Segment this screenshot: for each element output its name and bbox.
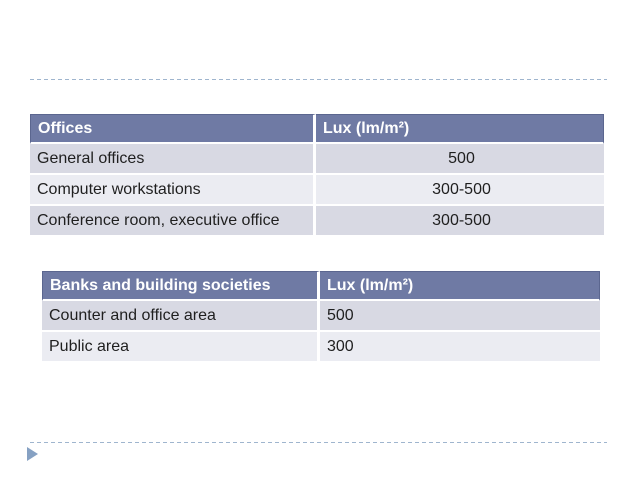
bullet-arrow-icon xyxy=(27,447,38,461)
offices-lux-table: Offices Lux (lm/m²) General offices 500 … xyxy=(30,114,604,235)
table-cell: 300 xyxy=(320,332,600,361)
table-row: Public area 300 xyxy=(42,332,600,361)
table-cell: 500 xyxy=(320,301,600,332)
table-row: General offices 500 xyxy=(30,144,604,175)
banks-lux-table: Banks and building societies Lux (lm/m²)… xyxy=(42,271,600,361)
table-row: Counter and office area 500 xyxy=(42,301,600,332)
table-header-cell: Lux (lm/m²) xyxy=(316,114,604,144)
table-header-cell: Lux (lm/m²) xyxy=(320,271,600,301)
table-cell: Counter and office area xyxy=(42,301,320,332)
table-cell: Public area xyxy=(42,332,320,361)
top-dashed-divider xyxy=(30,79,607,80)
table-row: Conference room, executive office 300-50… xyxy=(30,206,604,235)
table-cell: 300-500 xyxy=(316,175,604,206)
table-cell: General offices xyxy=(30,144,316,175)
table-cell: Conference room, executive office xyxy=(30,206,316,235)
table-cell: Computer workstations xyxy=(30,175,316,206)
table-cell: 300-500 xyxy=(316,206,604,235)
table-cell: 500 xyxy=(316,144,604,175)
table-row: Computer workstations 300-500 xyxy=(30,175,604,206)
table-header-row: Banks and building societies Lux (lm/m²) xyxy=(42,271,600,301)
table-header-cell: Banks and building societies xyxy=(42,271,320,301)
bottom-dashed-divider xyxy=(30,442,607,443)
table-header-cell: Offices xyxy=(30,114,316,144)
table-header-row: Offices Lux (lm/m²) xyxy=(30,114,604,144)
